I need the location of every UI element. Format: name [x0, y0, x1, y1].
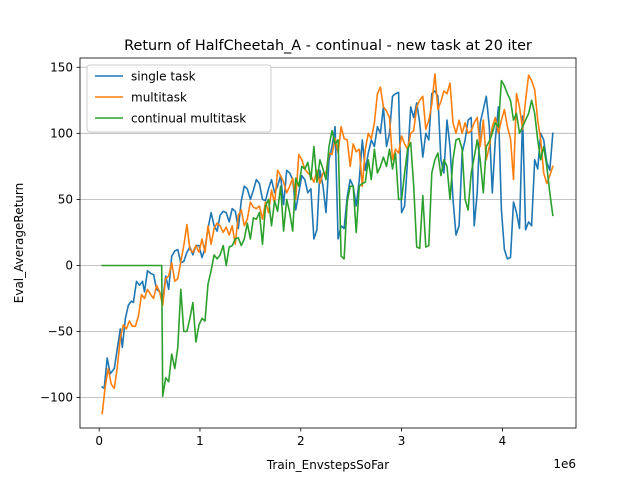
- y-tick-label: 50: [58, 192, 73, 206]
- x-tick-label: 4: [499, 434, 507, 448]
- legend-label-multitask: multitask: [131, 91, 187, 105]
- x-tick-label: 0: [95, 434, 103, 448]
- legend-box: [86, 64, 272, 133]
- y-tick-label: −50: [48, 325, 73, 339]
- x-tick-label: 2: [297, 434, 305, 448]
- y-axis-ticks: −100 −50 0 50 100 150: [40, 60, 80, 405]
- x-axis-label: Train_EnvstepsSoFar: [266, 458, 389, 472]
- y-axis-label: Eval_AverageReturn: [12, 183, 26, 303]
- plot-area-frame: [79, 57, 577, 429]
- x-tick-label: 3: [398, 434, 406, 448]
- legend-label-single-task: single task: [131, 70, 196, 84]
- legend: single task multitask continual multitas…: [86, 64, 272, 133]
- x-axis-ticks: 0 1 2 3 4: [95, 428, 506, 448]
- y-tick-label: 0: [65, 258, 73, 272]
- y-tick-label: −100: [40, 391, 73, 405]
- y-tick-label: 100: [50, 126, 73, 140]
- plot-lines: [101, 73, 554, 415]
- y-tick-label: 150: [50, 60, 73, 74]
- x-axis-offset-label: 1e6: [553, 457, 576, 471]
- chart-title: Return of HalfCheetah_A - continual - ne…: [124, 38, 532, 54]
- continual-multitask-line: [101, 79, 554, 398]
- single-task-line: [101, 90, 554, 390]
- legend-label-continual-multitask: continual multitask: [131, 112, 246, 126]
- x-tick-label: 1: [196, 434, 204, 448]
